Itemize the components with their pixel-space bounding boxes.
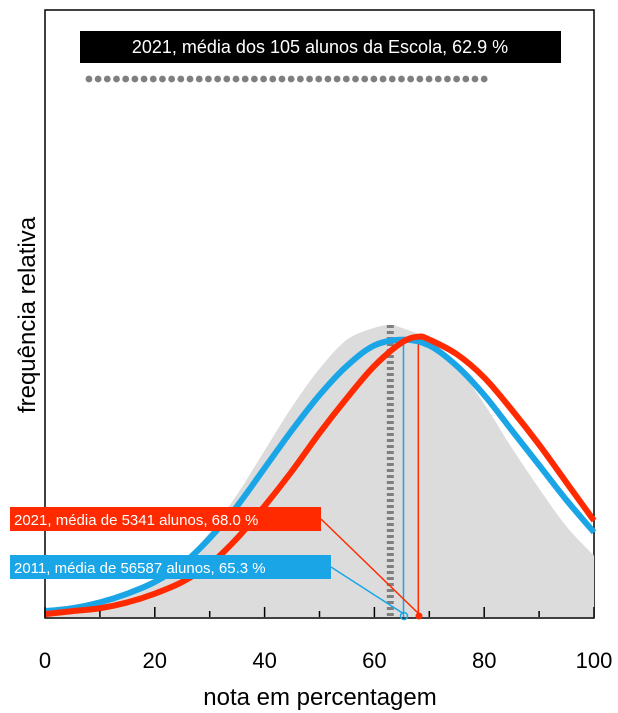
school-student-dot (379, 75, 387, 83)
school-student-dot (177, 75, 185, 83)
national-2011-mean-marker (399, 611, 409, 621)
school-student-dot (168, 75, 176, 83)
national-2021-label-box (10, 507, 321, 531)
school-student-dot (260, 75, 267, 83)
national-2021-mean-marker (415, 612, 423, 620)
school-student-dot (122, 75, 130, 83)
national-2021-label: 2021, média de 5341 alunos, 68.0 % (14, 512, 258, 529)
school-student-dot (333, 75, 341, 83)
x-tick-label: 80 (472, 648, 496, 673)
school-student-dot (113, 75, 120, 83)
school-student-dot (149, 75, 157, 83)
national-2021-leader (320, 518, 420, 615)
x-tick-label: 40 (252, 648, 276, 673)
school-student-dot (434, 75, 442, 83)
school-student-dot (85, 75, 93, 83)
school-student-dot (388, 75, 396, 83)
school-student-dot (241, 75, 249, 83)
x-tick-label: 20 (143, 648, 167, 673)
school-student-dot (407, 75, 415, 83)
school-student-dot (315, 75, 323, 83)
school-student-dot (342, 75, 350, 83)
school-student-dot (232, 75, 240, 83)
school-label: 2021, média dos 105 alunos da Escola, 62… (132, 37, 508, 57)
school-dots (85, 75, 488, 83)
school-student-dot (453, 75, 461, 83)
national-2011-label-box (10, 555, 331, 579)
school-student-dot (306, 75, 313, 83)
national-2011-label: 2011, média de 56587 alunos, 65.3 % (14, 560, 266, 577)
school-student-dot (103, 75, 111, 83)
school-student-dot (324, 75, 332, 83)
school-student-dot (462, 75, 470, 83)
school-student-dot (205, 75, 212, 83)
x-tick-label: 100 (576, 648, 613, 673)
x-axis-label: nota em percentagem (203, 684, 436, 711)
school-student-dot (94, 75, 102, 83)
school-student-dot (223, 75, 231, 83)
school-student-dot (296, 75, 304, 83)
school-distribution-area (45, 325, 594, 617)
school-student-dot (287, 75, 295, 83)
school-student-dot (398, 75, 405, 83)
school-student-dot (425, 75, 433, 83)
national-2021-curve (44, 333, 597, 618)
school-student-dot (471, 75, 479, 83)
x-tick-label: 0 (39, 648, 51, 673)
school-student-dot (370, 75, 378, 83)
school-student-dot (195, 75, 203, 83)
school-student-dot (131, 75, 139, 83)
school-student-dot (269, 75, 277, 83)
school-student-dot (250, 75, 258, 83)
school-student-dot (140, 75, 148, 83)
national-2011-leader (330, 566, 405, 615)
school-student-dot (186, 75, 194, 83)
series-lines (44, 333, 597, 618)
school-student-dot (352, 75, 359, 83)
y-axis-label: frequência relativa (14, 216, 41, 413)
x-tick-label: 60 (362, 648, 386, 673)
area-layer (45, 325, 594, 617)
school-student-dot (444, 75, 451, 83)
national-2011-curve (44, 336, 597, 615)
school-student-dot (416, 75, 424, 83)
school-label-box (80, 31, 561, 63)
x-ticks: 0 20 40 60 80 100 (39, 607, 612, 673)
school-student-dot (159, 75, 166, 83)
school-student-dot (278, 75, 286, 83)
mean-lines (386, 325, 420, 617)
school-student-dot (214, 75, 222, 83)
school-student-dot (480, 75, 488, 83)
school-student-dot (361, 75, 369, 83)
